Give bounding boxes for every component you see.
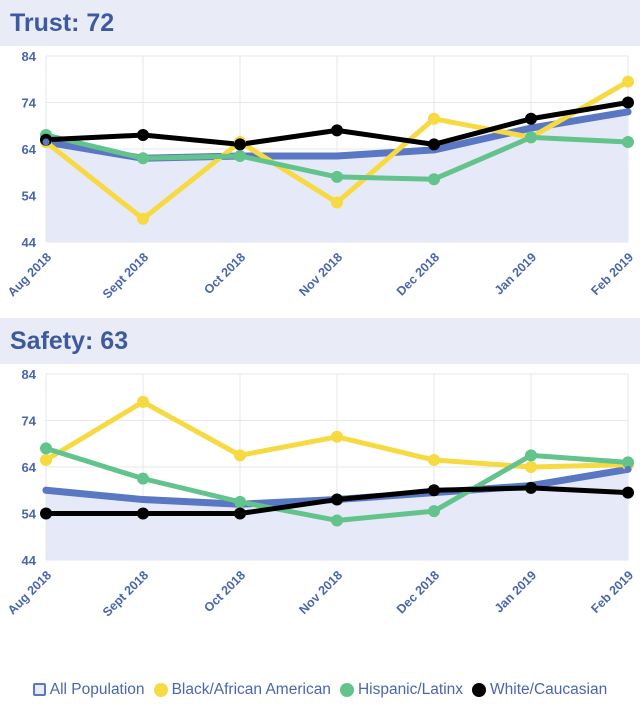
data-point[interactable]: [42, 486, 50, 494]
data-point[interactable]: [234, 495, 246, 508]
data-point[interactable]: [137, 152, 149, 165]
data-point[interactable]: [622, 75, 634, 88]
data-point[interactable]: [137, 395, 149, 408]
data-point[interactable]: [622, 486, 634, 499]
data-point[interactable]: [428, 505, 440, 518]
y-tick-label: 74: [22, 96, 37, 111]
chart-legend: All Population Black/African American Hisp…: [0, 674, 640, 705]
data-point[interactable]: [331, 196, 343, 209]
data-point[interactable]: [624, 465, 632, 473]
data-point[interactable]: [525, 481, 537, 494]
data-point[interactable]: [137, 472, 149, 485]
x-tick-label: Nov 2018: [296, 568, 345, 617]
x-tick-label: Jan 2019: [492, 250, 539, 297]
data-point[interactable]: [622, 96, 634, 109]
data-point[interactable]: [428, 138, 440, 151]
data-point[interactable]: [234, 449, 246, 462]
legend-square-swatch: [32, 683, 46, 696]
y-tick-label: 64: [22, 142, 37, 157]
panel-trust: Trust: 72 44 54 64 74 84 Aug 2018 Sept 2018 Oct…: [0, 0, 640, 318]
x-tick-label: Sept 2018: [100, 250, 151, 301]
y-tick-label: 74: [22, 414, 37, 429]
chart-safety-svg: 44 54 64 74 84 Aug 2018 Sept 2018 Oct 2018 Nov 2…: [5, 367, 636, 619]
legend-item-label: Black/African American: [171, 680, 331, 698]
data-point[interactable]: [525, 461, 537, 473]
chart-safety: 44 54 64 74 84 Aug 2018 Sept 2018 Oct 2018 Nov 2…: [0, 364, 640, 636]
data-point[interactable]: [234, 149, 246, 162]
x-tick-label: Feb 2019: [588, 568, 636, 616]
x-tick-label: Jan 2019: [492, 568, 539, 615]
legend-dot-swatch: [339, 682, 354, 697]
data-point[interactable]: [624, 108, 632, 116]
data-point[interactable]: [622, 456, 634, 469]
legend-item-label: White/Caucasian: [490, 680, 608, 698]
data-point[interactable]: [40, 507, 52, 520]
legend-item-black-african-american[interactable]: Black/African American: [153, 680, 331, 699]
data-point[interactable]: [525, 131, 537, 144]
x-tick-label: Nov 2018: [296, 250, 345, 299]
y-tick-label: 84: [22, 367, 37, 382]
x-tick-label: Sept 2018: [100, 568, 151, 619]
x-tick-label: Aug 2018: [5, 250, 54, 299]
data-point[interactable]: [234, 507, 246, 520]
data-point[interactable]: [331, 514, 343, 527]
x-tick-label: Aug 2018: [5, 568, 54, 617]
panel-title-trust: Trust: 72: [0, 0, 640, 46]
data-point[interactable]: [428, 484, 440, 497]
data-point[interactable]: [331, 170, 343, 183]
x-tick-label: Feb 2019: [588, 250, 636, 298]
y-tick-label: 64: [22, 460, 37, 475]
data-point[interactable]: [40, 454, 52, 467]
x-tick-label: Oct 2018: [201, 568, 248, 615]
chart-trust-svg: 44 54 64 74 84 Aug 2018 Sept 2018 Oct 2018 Nov 2…: [5, 49, 636, 301]
data-point[interactable]: [428, 454, 440, 467]
data-point[interactable]: [234, 138, 246, 151]
data-point[interactable]: [331, 493, 343, 506]
panel-title-safety: Safety: 63: [0, 318, 640, 364]
data-point[interactable]: [331, 430, 343, 443]
data-point[interactable]: [137, 129, 149, 142]
legend-item-label: All Population: [49, 680, 145, 698]
legend-dot-swatch: [472, 682, 487, 697]
legend-item-hispanic-latinx[interactable]: Hispanic/Latinx: [339, 680, 464, 699]
chart-trust: 44 54 64 74 84 Aug 2018 Sept 2018 Oct 2018 Nov 2…: [0, 46, 640, 318]
x-tick-label: Dec 2018: [394, 568, 442, 616]
legend-item-label: Hispanic/Latinx: [357, 680, 464, 698]
data-point[interactable]: [40, 442, 52, 455]
data-point[interactable]: [331, 124, 343, 137]
data-point[interactable]: [525, 112, 537, 125]
x-tick-label: Oct 2018: [201, 250, 248, 297]
panel-safety: Safety: 63 44 54 64 74 84 Aug 2018 Sept 2018 Oc…: [0, 318, 640, 636]
data-point[interactable]: [428, 112, 440, 125]
legend-item-all-population[interactable]: All Population: [32, 680, 145, 699]
data-point[interactable]: [137, 212, 149, 225]
y-tick-label: 54: [22, 507, 37, 522]
y-tick-label: 44: [22, 553, 37, 568]
data-point[interactable]: [137, 507, 149, 520]
y-tick-label: 44: [22, 235, 37, 250]
y-tick-label: 54: [22, 189, 37, 204]
x-tick-label: Dec 2018: [394, 250, 442, 298]
legend-item-white-caucasian[interactable]: White/Caucasian: [472, 681, 607, 699]
data-point[interactable]: [42, 138, 50, 146]
y-tick-label: 84: [22, 49, 37, 64]
data-point[interactable]: [428, 173, 440, 186]
legend-dot-swatch: [153, 682, 168, 697]
data-point[interactable]: [622, 136, 634, 149]
data-point[interactable]: [525, 449, 537, 462]
